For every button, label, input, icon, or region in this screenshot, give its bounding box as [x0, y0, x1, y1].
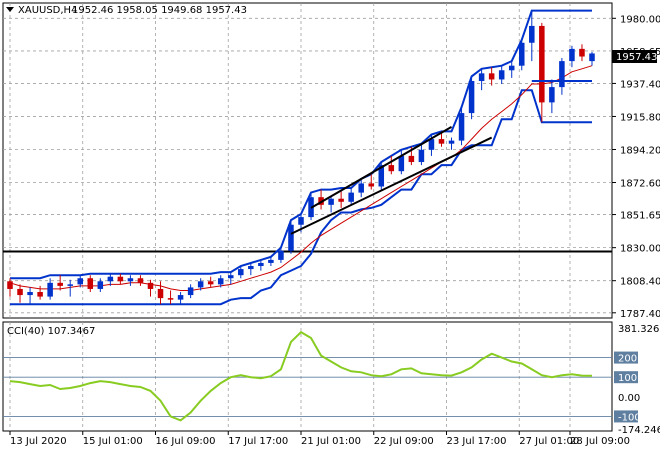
time-tick-label: 22 Jul 09:00 — [374, 436, 434, 447]
bull-candle — [328, 198, 334, 205]
bull-candle — [529, 25, 535, 43]
bull-candle — [258, 262, 264, 267]
bear-candle — [57, 282, 63, 286]
bull-candle — [177, 295, 184, 300]
cci-level-marker — [614, 410, 638, 423]
price-tick-label: 1808.40 — [620, 277, 660, 288]
bull-candle — [589, 53, 595, 62]
cci-level-marker — [614, 351, 638, 364]
current-price-marker — [612, 50, 657, 63]
bull-candle — [217, 278, 224, 285]
price-tick-label: 1980.00 — [620, 14, 660, 25]
bear-candle — [117, 276, 124, 282]
chart-symbol: XAUUSD,H4 — [18, 5, 77, 16]
donchian-upper-line — [10, 9, 592, 280]
bull-candle — [428, 139, 435, 150]
time-tick-label: 28 Jul 09:00 — [570, 436, 630, 447]
bull-candle — [97, 281, 104, 289]
bull-candle — [127, 278, 134, 282]
bear-candle — [388, 165, 395, 172]
price-tick-label: 1937.40 — [620, 79, 660, 90]
bull-candle — [187, 287, 194, 296]
bear-candle — [338, 198, 344, 202]
bull-candle — [458, 113, 465, 141]
time-tick-label: 17 Jul 17:00 — [228, 436, 288, 447]
donchian-lower-line — [10, 89, 592, 306]
bear-candle — [37, 292, 43, 297]
moving-average-line — [9, 65, 593, 291]
bear-candle — [579, 48, 585, 57]
trendline — [310, 125, 453, 209]
cci-tick-label: 100 — [618, 373, 637, 384]
bull-candle — [348, 192, 354, 202]
time-tick-label: 16 Jul 09:00 — [156, 436, 216, 447]
cci-tick-label: 200 — [618, 354, 637, 365]
bear-candle — [157, 288, 164, 299]
bull-candle — [358, 183, 364, 193]
bear-candle — [147, 282, 154, 289]
bull-candle — [47, 282, 53, 297]
price-tick-label: 1830.00 — [620, 244, 660, 255]
bull-candle — [559, 61, 565, 88]
bull-candle — [418, 149, 425, 163]
price-tick-label: 1894.20 — [620, 145, 660, 156]
time-tick-label: 15 Jul 01:00 — [83, 436, 143, 447]
bull-candle — [498, 70, 505, 80]
cci-line — [9, 330, 593, 422]
bear-candle — [207, 281, 214, 285]
indicator-label: CCI(40) 107.3467 — [7, 326, 95, 337]
time-tick-label: 23 Jul 17:00 — [447, 436, 507, 447]
symbol-dropdown-icon[interactable] — [6, 7, 14, 12]
bull-candle — [478, 73, 485, 81]
bull-candle — [67, 284, 73, 286]
bull-candle — [508, 65, 515, 71]
bull-candle — [238, 269, 244, 276]
current-price-label: 1957.43 — [616, 52, 657, 63]
cci-tick-label: -174.2464 — [618, 425, 660, 436]
price-tick-label: 1787.40 — [620, 309, 660, 320]
bull-candle — [298, 217, 304, 225]
price-tick-label: 1915.80 — [620, 112, 660, 123]
price-tick-label: 1872.60 — [620, 179, 660, 190]
bull-candle — [227, 275, 234, 279]
price-tick-label: 1851.65 — [620, 211, 660, 222]
bull-candle — [107, 276, 114, 282]
bull-candle — [77, 278, 84, 285]
bear-candle — [408, 155, 415, 163]
bear-candle — [87, 278, 94, 289]
bear-candle — [167, 298, 174, 300]
bull-candle — [378, 165, 385, 187]
bear-candle — [17, 288, 23, 296]
bear-candle — [539, 25, 545, 103]
bear-candle — [488, 73, 495, 80]
bull-candle — [518, 42, 525, 66]
bull-candle — [288, 224, 294, 251]
bear-candle — [7, 281, 13, 289]
bull-candle — [549, 87, 555, 103]
cci-tick-label: 0.00 — [618, 393, 640, 404]
bear-candle — [438, 139, 445, 144]
bull-candle — [398, 155, 405, 172]
bull-candle — [468, 80, 475, 114]
time-tick-label: 27 Jul 01:00 — [519, 436, 579, 447]
time-tick-label: 13 Jul 2020 — [10, 436, 67, 447]
bull-candle — [27, 292, 33, 296]
ohlc-header: 1952.46 1958.05 1949.68 1957.43 — [72, 5, 247, 16]
bull-candle — [248, 266, 254, 270]
trendline — [290, 136, 493, 235]
bull-candle — [569, 48, 575, 62]
bull-candle — [197, 281, 204, 288]
bear-candle — [137, 278, 144, 283]
bull-candle — [268, 259, 274, 263]
bull-candle — [278, 250, 284, 260]
time-tick-label: 21 Jul 01:00 — [301, 436, 361, 447]
bull-candle — [448, 140, 455, 144]
cci-level-marker — [614, 371, 638, 384]
cci-tick-label: -100 — [618, 412, 641, 423]
bear-candle — [368, 183, 375, 187]
cci-tick-label: 381.3261 — [618, 324, 660, 335]
